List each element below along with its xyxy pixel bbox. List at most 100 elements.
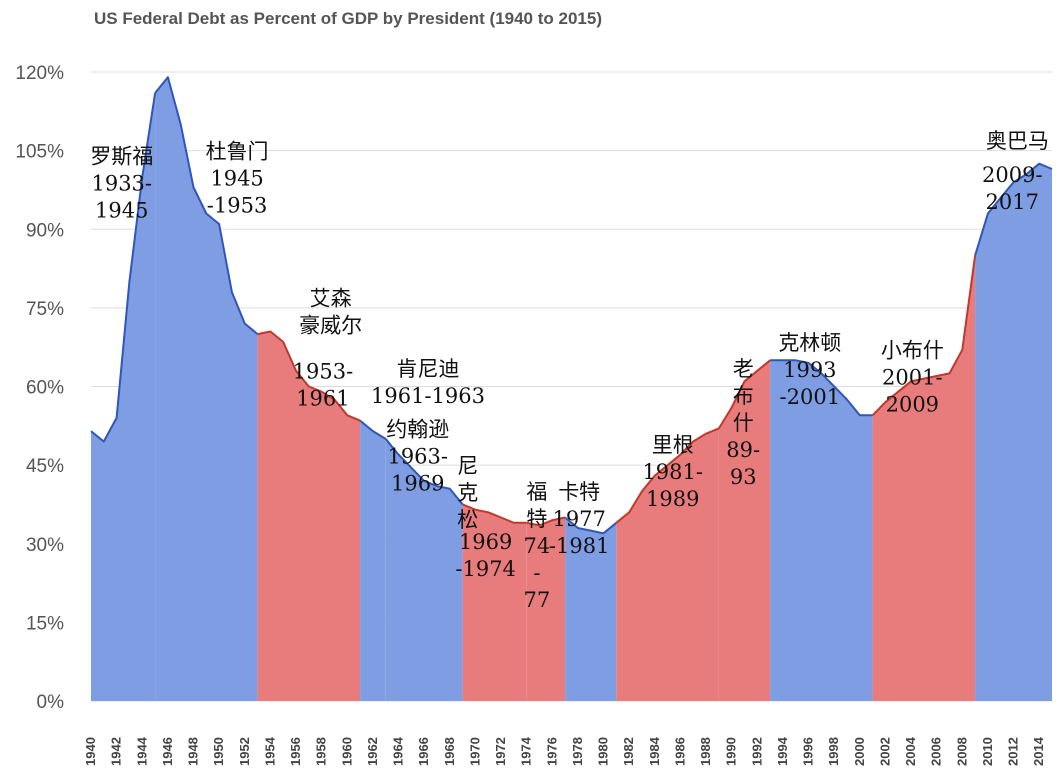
- x-tick-label: 1954: [262, 736, 277, 766]
- x-tick-label: 2004: [903, 736, 918, 766]
- x-tick-label: 1998: [826, 737, 841, 766]
- annotation-clinton: 克林顿 1993 -2001: [778, 331, 841, 409]
- term-area: [565, 517, 617, 701]
- annotation-line: 1953-: [293, 360, 354, 384]
- x-tick-label: 1988: [698, 737, 713, 766]
- x-tick-label: 1996: [801, 737, 816, 766]
- annotation-line: 1981-: [642, 460, 703, 484]
- x-tick-label: 1978: [570, 737, 585, 766]
- annotation-line: 2009-: [982, 163, 1043, 187]
- term-area: [616, 428, 719, 701]
- annotation-line: 1969: [459, 530, 512, 554]
- term-area: [91, 93, 156, 701]
- annotation-eisenhower-name: 艾森豪威尔: [299, 286, 362, 337]
- y-tick-label: 30%: [26, 535, 64, 556]
- term-area: [770, 360, 873, 701]
- annotation-line: -: [533, 561, 540, 585]
- y-tick-label: 0%: [37, 692, 65, 713]
- x-tick-label: 2002: [877, 737, 892, 766]
- annotation-line: 特: [526, 507, 547, 531]
- annotation-line: 1969: [391, 471, 444, 495]
- x-tick-label: 1994: [775, 736, 790, 766]
- annotation-roosevelt: 罗斯福 1933- 1945: [90, 145, 153, 223]
- term-line: [384, 438, 464, 506]
- annotation-eisenhower-years: 1953- 1961: [293, 360, 354, 411]
- y-tick-label: 90%: [26, 220, 64, 241]
- annotation-line: 74: [524, 534, 551, 558]
- y-tick-label: 60%: [26, 378, 64, 399]
- annotation-line: 1989: [646, 487, 699, 511]
- x-tick-label: 1944: [134, 736, 149, 766]
- annotation-nixon-name: 尼克松: [457, 454, 478, 532]
- x-tick-label: 1966: [416, 737, 431, 766]
- x-tick-label: 2014: [1031, 736, 1046, 766]
- x-tick-label: 1972: [493, 737, 508, 766]
- president-annotations: 罗斯福 1933- 1945 杜鲁门 1945 -1953 艾森豪威尔 1953- 1961 肯尼…: [90, 129, 1049, 612]
- x-tick-label: 1974: [519, 736, 534, 766]
- x-tick-label: 1970: [467, 737, 482, 766]
- term-line: [770, 359, 873, 417]
- x-tick-label: 1980: [596, 737, 611, 766]
- term-area: [155, 77, 258, 701]
- president-term-areas: [91, 77, 1052, 701]
- x-tick-label: 1986: [672, 737, 687, 766]
- annotation-truman: 杜鲁门 1945 -1953: [206, 139, 269, 217]
- annotation-carter: 卡特 1977 -1981: [549, 480, 610, 558]
- annotation-line: 什: [733, 411, 754, 435]
- annotation-line: 罗斯福: [90, 145, 153, 169]
- annotation-line: 小布什: [881, 339, 944, 363]
- annotation-line: 93: [730, 465, 757, 489]
- annotation-line: 约翰逊: [386, 417, 449, 441]
- y-tick-label: 15%: [26, 613, 64, 634]
- term-area: [975, 163, 1052, 701]
- x-tick-label: 1982: [621, 737, 636, 766]
- term-line: [974, 162, 1053, 256]
- debt-outline: [90, 76, 1053, 535]
- x-tick-label: 2008: [954, 737, 969, 766]
- annotation-line: 1961-1963: [371, 384, 485, 408]
- x-tick-label: 1962: [365, 737, 380, 766]
- y-tick-label: 75%: [26, 299, 64, 320]
- annotation-obama-years: 2009- 2017: [982, 163, 1043, 214]
- term-area: [385, 438, 463, 701]
- annotation-line: 松: [457, 508, 478, 532]
- annotation-reagan: 里根 1981- 1989: [642, 433, 703, 511]
- term-area: [526, 517, 566, 701]
- annotation-line: 豪威尔: [299, 313, 362, 337]
- y-tick-label: 45%: [26, 456, 64, 477]
- annotation-nixon-years: 1969 -1974: [455, 530, 516, 581]
- x-tick-label: 1984: [647, 736, 662, 766]
- annotation-line: 克林顿: [778, 331, 841, 355]
- x-tick-label: 1956: [288, 737, 303, 766]
- x-tick-label: 1990: [724, 737, 739, 766]
- term-line: [154, 76, 259, 335]
- annotation-ford: 福特 74 - 77: [524, 480, 551, 612]
- y-tick-label: 105%: [15, 142, 64, 163]
- annotation-line: 老: [733, 357, 754, 381]
- x-tick-label: 1952: [237, 737, 252, 766]
- term-line: [526, 516, 566, 527]
- annotation-line: 肯尼迪: [396, 357, 459, 381]
- term-area: [360, 420, 386, 701]
- annotation-line: -1974: [455, 557, 516, 581]
- annotation-line: 艾森: [310, 286, 352, 310]
- x-tick-label: 2012: [1006, 737, 1021, 766]
- term-line: [871, 255, 977, 416]
- annotation-bush-sr: 老布什 89- 93: [726, 357, 760, 489]
- x-tick-label: 1950: [211, 737, 226, 766]
- annotation-line: 杜鲁门: [206, 139, 269, 163]
- x-tick-label: 2000: [852, 737, 867, 766]
- term-line: [718, 359, 771, 429]
- x-tick-label: 1976: [544, 737, 559, 766]
- annotation-line: 奥巴马: [986, 129, 1049, 153]
- annotation-line: 克: [457, 481, 478, 505]
- x-tick-label: 1948: [186, 737, 201, 766]
- annotation-line: 2017: [986, 190, 1039, 214]
- annotation-line: -1981: [549, 534, 610, 558]
- x-tick-label: 2010: [980, 737, 995, 766]
- term-area: [872, 255, 976, 701]
- x-tick-label: 1940: [83, 737, 98, 766]
- annotation-line: 里根: [652, 433, 694, 457]
- annotation-line: 福: [526, 480, 547, 504]
